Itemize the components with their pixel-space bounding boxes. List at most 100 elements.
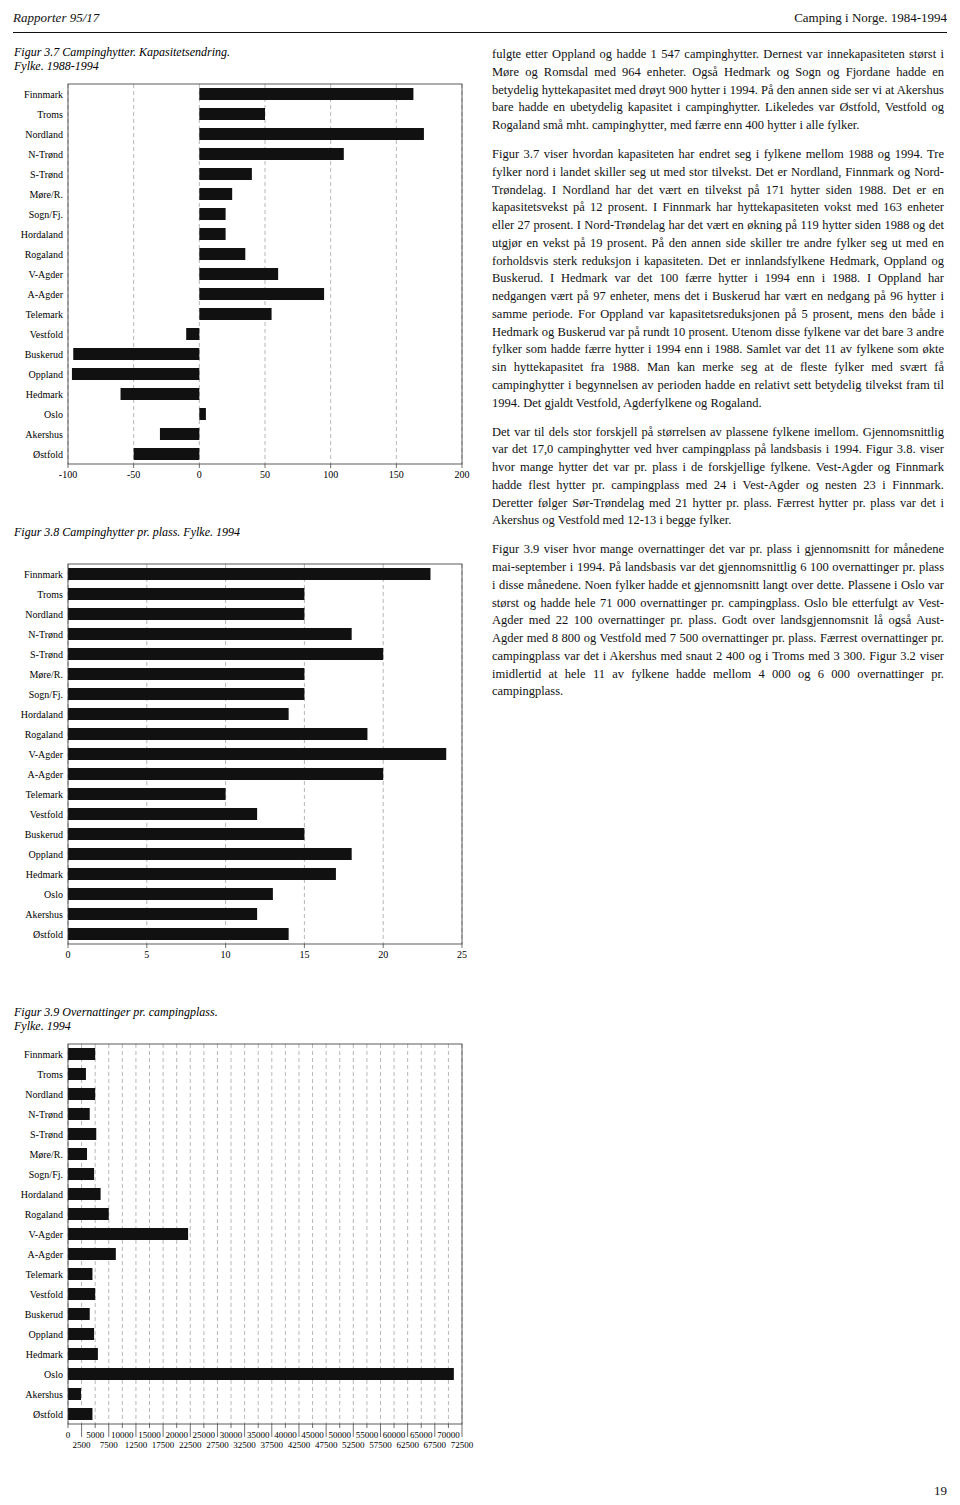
category-label: N-Trønd xyxy=(28,149,63,160)
chart-title: Figur 3.8 Campinghytter pr. plass. Fylke… xyxy=(13,525,240,539)
bar xyxy=(68,1188,101,1200)
category-label: Møre/R. xyxy=(29,189,63,200)
category-label: Buskerud xyxy=(25,829,63,840)
tick-label: 62500 xyxy=(396,1440,419,1450)
bar xyxy=(68,1108,90,1120)
tick-label: 5000 xyxy=(86,1430,105,1440)
grid-line xyxy=(448,1044,449,1424)
tick xyxy=(394,1424,395,1428)
page-number: 19 xyxy=(934,1483,947,1499)
category-label: N-Trønd xyxy=(28,1109,63,1120)
tick-label: -100 xyxy=(59,469,77,480)
tick xyxy=(203,1424,204,1428)
bar xyxy=(68,1088,95,1100)
category-label: Troms xyxy=(37,1069,63,1080)
bar xyxy=(68,1248,116,1260)
charts: Figur 3.7 Campinghytter. Kapasitetsendri… xyxy=(0,0,480,1505)
tick-label: 15 xyxy=(299,949,309,960)
grid-line xyxy=(396,84,397,464)
grid-line xyxy=(298,1044,299,1424)
bar xyxy=(68,608,304,620)
rule xyxy=(13,32,947,33)
category-label: Oslo xyxy=(44,1369,63,1380)
tick-label: 72500 xyxy=(451,1440,474,1450)
tick xyxy=(258,1424,259,1428)
tick xyxy=(231,1424,232,1428)
bar xyxy=(199,308,271,320)
body-text: fulgte etter Oppland og hadde 1 547 camp… xyxy=(492,46,944,712)
tick xyxy=(149,1424,150,1428)
tick xyxy=(271,1424,272,1437)
tick-label: 0 xyxy=(197,469,202,480)
category-label: Telemark xyxy=(25,309,63,320)
tick xyxy=(304,944,305,948)
chart: Figur 3.7 Campinghytter. Kapasitetsendri… xyxy=(13,45,470,480)
bar xyxy=(68,928,289,940)
category-label: Vestfold xyxy=(30,329,63,340)
bar xyxy=(199,128,424,140)
tick-label: 40000 xyxy=(274,1430,297,1440)
grid-line xyxy=(366,1044,367,1424)
category-label: Rogaland xyxy=(25,249,63,260)
grid-line xyxy=(353,1044,354,1424)
bar xyxy=(68,788,226,800)
bar xyxy=(68,1328,94,1340)
category-label: Sogn/Fj. xyxy=(29,1169,63,1180)
category-label: Finnmark xyxy=(24,1049,63,1060)
tick-label: 67500 xyxy=(424,1440,447,1450)
tick xyxy=(339,1424,340,1428)
tick-label: 22500 xyxy=(179,1440,202,1450)
tick-label: 25 xyxy=(457,949,467,960)
bar xyxy=(68,1208,109,1220)
tick xyxy=(462,944,463,948)
bar xyxy=(68,588,304,600)
category-label: Rogaland xyxy=(25,1209,63,1220)
category-label: Oslo xyxy=(44,409,63,420)
grid-line xyxy=(434,1044,435,1424)
category-label: Telemark xyxy=(25,1269,63,1280)
tick-label: 42500 xyxy=(288,1440,311,1450)
tick xyxy=(68,1424,69,1428)
category-label: A-Agder xyxy=(27,289,63,300)
tick xyxy=(217,1424,218,1437)
tick xyxy=(462,464,463,468)
category-label: Hedmark xyxy=(26,869,63,880)
category-label: Finnmark xyxy=(24,89,63,100)
page: Rapporter 95/17 Camping i Norge. 1984-19… xyxy=(0,0,960,1505)
category-label: Buskerud xyxy=(25,349,63,360)
tick-label: 17500 xyxy=(152,1440,175,1450)
category-label: Østfold xyxy=(33,929,63,940)
tick-label: 50000 xyxy=(328,1430,351,1440)
tick-label: 60000 xyxy=(383,1430,406,1440)
grid-line xyxy=(190,1044,191,1424)
bar xyxy=(199,228,225,240)
category-label: Finnmark xyxy=(24,569,63,580)
plot-frame xyxy=(68,84,462,464)
tick xyxy=(366,1424,367,1428)
bar xyxy=(68,908,257,920)
bar xyxy=(68,568,430,580)
bar xyxy=(199,168,252,180)
chart: Figur 3.8 Campinghytter pr. plass. Fylke… xyxy=(13,525,467,960)
tick xyxy=(265,464,266,468)
grid-line xyxy=(244,1044,245,1424)
tick-label: 52500 xyxy=(342,1440,365,1450)
category-label: Akershus xyxy=(25,909,63,920)
bar xyxy=(199,268,278,280)
tick xyxy=(298,1424,299,1437)
paragraph: Figur 3.7 viser hvordan kapasiteten har … xyxy=(492,146,944,412)
title-line: Figur 3.7 Campinghytter. Kapasitetsendri… xyxy=(13,45,230,59)
tick xyxy=(244,1424,245,1437)
grid-line xyxy=(217,1044,218,1424)
category-label: A-Agder xyxy=(27,769,63,780)
plot-frame xyxy=(68,564,462,944)
bar xyxy=(68,728,367,740)
tick xyxy=(68,944,69,948)
title-line: Figur 3.8 Campinghytter pr. plass. Fylke… xyxy=(13,525,240,539)
title-line: Fylke. 1988-1994 xyxy=(13,59,99,73)
grid-line xyxy=(407,1044,408,1424)
category-label: Sogn/Fj. xyxy=(29,689,63,700)
category-label: Akershus xyxy=(25,429,63,440)
bar xyxy=(160,428,199,440)
bar xyxy=(68,768,383,780)
